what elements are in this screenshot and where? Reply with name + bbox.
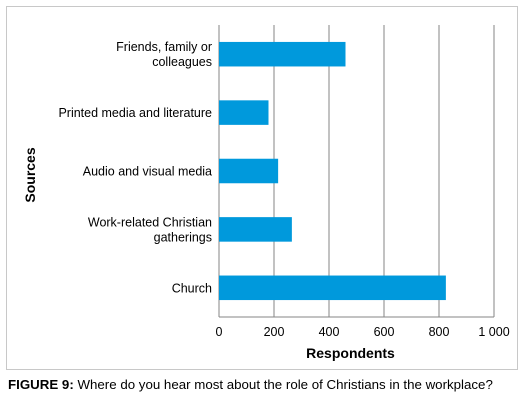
- bar-2: [219, 158, 279, 184]
- x-tick-label-1000: 1 000: [478, 325, 509, 339]
- bar-3: [219, 217, 292, 242]
- category-label-1: Printed media and literature: [58, 106, 212, 120]
- caption-text: Where do you hear most about the role of…: [73, 377, 493, 392]
- x-tick-label-0: 0: [216, 325, 223, 339]
- x-tick-label-800: 800: [429, 325, 450, 339]
- category-label-0-line-0: Friends, family or: [116, 40, 212, 54]
- bar-1: [219, 100, 269, 125]
- x-axis-title: Respondents: [306, 345, 395, 361]
- bar-0: [219, 41, 346, 67]
- category-label-0-line-1: colleagues: [152, 55, 212, 69]
- x-tick-label-200: 200: [264, 325, 285, 339]
- caption-label: FIGURE 9:: [8, 377, 74, 392]
- chart-frame: [6, 6, 518, 370]
- figure-caption: FIGURE 9: Where do you hear most about t…: [8, 377, 523, 392]
- category-label-3-line-0: Work-related Christian: [88, 215, 212, 229]
- x-tick-label-400: 400: [319, 325, 340, 339]
- category-label-4: Church: [172, 281, 212, 295]
- x-tick-label-600: 600: [374, 325, 395, 339]
- y-axis-title: Sources: [22, 147, 38, 202]
- category-label-3-line-1: gatherings: [154, 230, 212, 244]
- category-label-2: Audio and visual media: [83, 165, 212, 179]
- bar-4: [219, 275, 446, 301]
